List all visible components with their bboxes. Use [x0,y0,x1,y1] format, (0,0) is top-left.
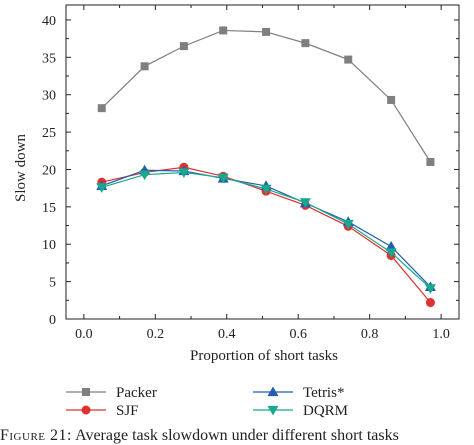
data-point-dqrm [342,219,354,230]
x-tick-label: 0.6 [289,327,307,342]
series-line-packer [101,29,431,163]
x-axis-title: Proportion of short tasks [190,348,338,364]
legend-item-packer: Packer [66,385,157,401]
data-point-packer [301,39,310,48]
y-tick-label: 40 [42,14,56,29]
figure-caption: Figure 21: Average task slowdown under d… [0,427,474,445]
y-tick-label: 20 [42,163,56,178]
legend-label-dqrm: DQRM [303,403,348,419]
data-point-dqrm [96,183,108,193]
legend: Packer SJF Tetris* DQRM [66,385,348,419]
data-point-packer [179,42,188,51]
data-point-dqrm [217,173,229,184]
data-point-packer [387,95,396,104]
data-point-dqrm [385,248,397,258]
data-point-dqrm [260,184,272,195]
series-tetris [96,164,436,291]
data-point-packer [97,104,106,113]
data-point-dqrm [299,198,311,208]
legend-marker-sjf [81,405,91,415]
x-tick-label: 0.8 [361,327,379,342]
caption-text: Average task slowdown under different sh… [71,427,399,444]
x-tick-label: 1.0 [432,327,450,342]
y-tick-label: 15 [42,201,56,216]
y-tick-label: 30 [42,89,56,104]
slowdown-line-chart: 0 5 10 15 20 25 30 35 40 0.0 0.2 0.4 0.6 0.8 1.0 Slow … [13,4,460,419]
data-point-dqrm [178,168,190,178]
legend-item-sjf: SJF [66,403,139,419]
data-point-packer [262,27,271,36]
data-point-packer [219,26,228,35]
data-point-sjf [425,298,435,308]
data-point-packer [344,55,353,64]
y-axis-title: Slow down [13,134,29,202]
y-tick-label: 25 [42,126,56,141]
y-tick-label: 0 [49,313,56,328]
plot-axes: 0 5 10 15 20 25 30 35 40 0.0 0.2 0.4 0.6 0.8 1.0 [42,4,460,342]
plot-frame [65,4,460,320]
series-layer [96,26,436,308]
y-tick-label: 35 [42,51,56,66]
data-point-packer [426,158,435,166]
caption-label: Figure 21: [0,427,72,444]
data-point-packer [140,62,149,71]
x-tick-label: 0.2 [147,327,165,342]
legend-label-tetris: Tetris* [303,385,344,401]
data-point-tetris [385,240,397,251]
legend-label-packer: Packer [116,385,157,401]
y-tick-label: 5 [49,276,56,291]
legend-marker-packer [82,388,90,396]
x-tick-label: 0.4 [218,327,236,342]
data-point-dqrm [139,170,151,181]
legend-marker-tetris [267,386,279,397]
legend-marker-dqrm [267,405,279,416]
y-tick-label: 10 [42,238,56,253]
legend-label-sjf: SJF [116,403,139,419]
data-point-dqrm [424,284,436,294]
series-dqrm [96,168,436,294]
legend-item-tetris: Tetris* [253,385,344,401]
x-tick-label: 0.0 [75,327,93,342]
series-packer [97,26,435,166]
legend-item-dqrm: DQRM [253,403,348,419]
